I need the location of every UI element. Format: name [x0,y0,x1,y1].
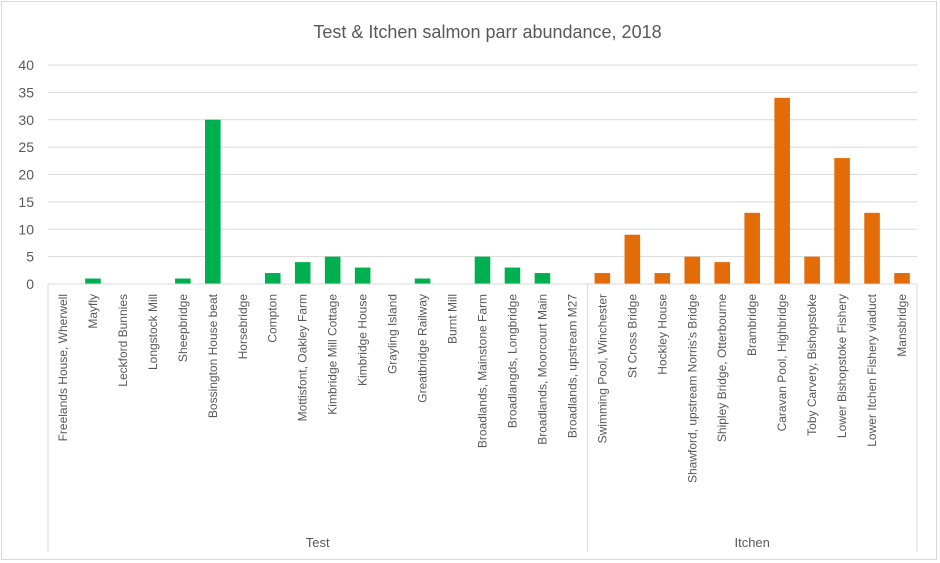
bar [804,256,820,284]
chart-title: Test & Itchen salmon parr abundance, 201… [313,22,661,42]
x-tick-label: Kimbridge Mill Cottage [326,294,340,415]
y-axis: 0 5 10 15 20 25 30 35 40 [18,57,34,292]
x-tick-label: Broadlangds, Longbridge [505,294,519,428]
bar [264,273,281,284]
bar [594,273,611,284]
bar [654,273,671,284]
x-tick-label: Grayling Island [386,294,400,374]
x-tick-label: Lower Bishopstoke Fishery [835,294,849,438]
y-tick-label: 25 [18,139,34,155]
x-tick-label: Kimbridge House [356,294,370,386]
x-tick-label: Bossington House beat [206,293,220,418]
group-label: Test [306,535,330,550]
bar [774,97,790,284]
x-tick-label: Brambridge [745,294,759,356]
x-tick-label: Broadlands, upstream M27 [565,294,579,438]
x-tick-label: Mayfly [86,294,100,329]
y-tick-label: 40 [18,57,34,73]
group-label: Itchen [734,535,769,550]
bar [534,273,551,284]
x-tick-label: Freelands House, Wherwell [56,294,70,441]
x-tick-label: Broadlands, Moorcourt Main [535,294,549,445]
bar [744,212,760,284]
bar [85,278,101,284]
bar [894,273,910,284]
x-tick-label: Compton [266,294,280,343]
y-tick-label: 15 [18,194,34,210]
bar [504,267,521,284]
x-tick-label: Mansbridge [895,294,909,357]
x-tick-label: Toby Carvery, Bishopstoke [805,294,819,436]
bar [714,262,731,284]
y-tick-label: 30 [18,112,34,128]
y-tick-label: 35 [18,84,34,100]
bars [85,97,910,284]
bar [414,278,431,284]
x-tick-label: St Cross Bridge [625,294,639,378]
group-axis: Test Itchen [47,284,918,552]
bar [294,262,311,284]
y-tick-label: 20 [18,167,34,183]
y-tick-label: 5 [26,249,34,265]
y-tick-label: 0 [26,276,34,292]
x-tick-label: Sheepbridge [176,294,190,362]
x-axis: Freelands House, Wherwell Mayfly Leckford … [48,283,917,483]
x-tick-label: Caravan Pool, Highbridge [775,294,789,432]
x-tick-label: Leckford Bunnies [116,294,130,387]
bar [175,278,191,284]
bar [864,212,880,284]
x-tick-label: Horsebridge [236,294,250,360]
bar [205,119,221,284]
bar [354,267,371,284]
x-tick-label: Lower Itchen Fishery viaduct [865,293,879,446]
x-tick-label: Broadlands, Mainstone Farm [476,294,490,448]
bar [624,234,641,284]
y-tick-label: 10 [18,221,34,237]
x-tick-label: Shipley Bridge, Otterbourne [715,294,729,442]
x-tick-label: Hockley House [655,294,669,375]
x-tick-label: Greatbridge Railway [416,294,430,403]
x-tick-label: Longstock Mill [146,294,160,370]
bar [324,256,341,284]
x-tick-label: Mottisfont, Oakley Farm [296,294,310,421]
x-tick-label: Shawford, upstream Norris's Bridge [685,294,699,483]
bar [834,158,850,284]
x-tick-label: Swimming Pool, Winchester [595,294,609,443]
bar [684,256,701,284]
bar [474,256,491,284]
x-tick-label: Burnt Mill [446,294,460,344]
